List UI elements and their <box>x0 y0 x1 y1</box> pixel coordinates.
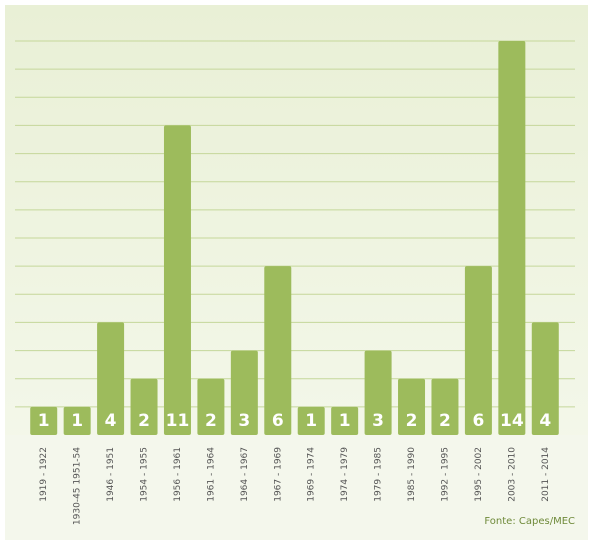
value-label: 1 <box>339 411 351 431</box>
value-label: 1 <box>38 411 50 431</box>
bar <box>163 125 191 435</box>
label-strip <box>5 435 588 540</box>
bar <box>63 406 91 435</box>
bar <box>30 406 58 435</box>
bar <box>130 378 158 435</box>
value-label: 3 <box>372 411 384 431</box>
x-tick-label: 1954 - 1955 <box>140 447 150 502</box>
x-tick-label: 1919 - 1922 <box>39 447 49 502</box>
bar <box>297 406 325 435</box>
bar <box>398 378 426 435</box>
x-tick-label: 1930-45 1951-54 <box>73 447 83 525</box>
value-label: 6 <box>272 411 284 431</box>
x-tick-label: 1974 - 1979 <box>340 447 350 502</box>
bar <box>97 322 125 435</box>
value-label: 4 <box>539 411 551 431</box>
value-label: 6 <box>472 411 484 431</box>
bar <box>464 266 492 435</box>
value-label: 14 <box>500 411 524 431</box>
bar <box>264 266 292 435</box>
x-tick-label: 1967 - 1969 <box>273 447 283 502</box>
value-label: 2 <box>138 411 150 431</box>
value-label: 3 <box>238 411 250 431</box>
value-label: 2 <box>439 411 451 431</box>
bar <box>230 350 258 435</box>
x-tick-label: 2011 - 2014 <box>541 447 551 502</box>
x-tick-label: 1961 - 1964 <box>206 447 216 502</box>
x-tick-label: 1995 - 2002 <box>474 447 484 502</box>
bar <box>331 406 359 435</box>
x-tick-label: 1946 - 1951 <box>106 447 116 502</box>
x-tick-label: 1956 - 1961 <box>173 447 183 502</box>
bar <box>531 322 559 435</box>
value-label: 1 <box>305 411 317 431</box>
value-label: 11 <box>166 411 190 431</box>
source: Fonte: Capes/MEC <box>484 516 575 527</box>
value-label: 2 <box>406 411 418 431</box>
bar <box>498 41 526 435</box>
x-tick-label: 1969 - 1974 <box>307 447 317 502</box>
value-label: 1 <box>71 411 83 431</box>
x-tick-label: 1992 - 1995 <box>440 447 450 502</box>
bar <box>431 378 459 435</box>
value-label: 4 <box>105 411 117 431</box>
x-tick-label: 1979 - 1985 <box>374 447 384 502</box>
x-tick-label: 1964 - 1967 <box>240 447 250 502</box>
x-tick-label: 1985 - 1990 <box>407 447 417 502</box>
bar <box>364 350 392 435</box>
value-label: 2 <box>205 411 217 431</box>
bar <box>197 378 225 435</box>
x-tick-label: 2003 - 2010 <box>507 447 517 502</box>
